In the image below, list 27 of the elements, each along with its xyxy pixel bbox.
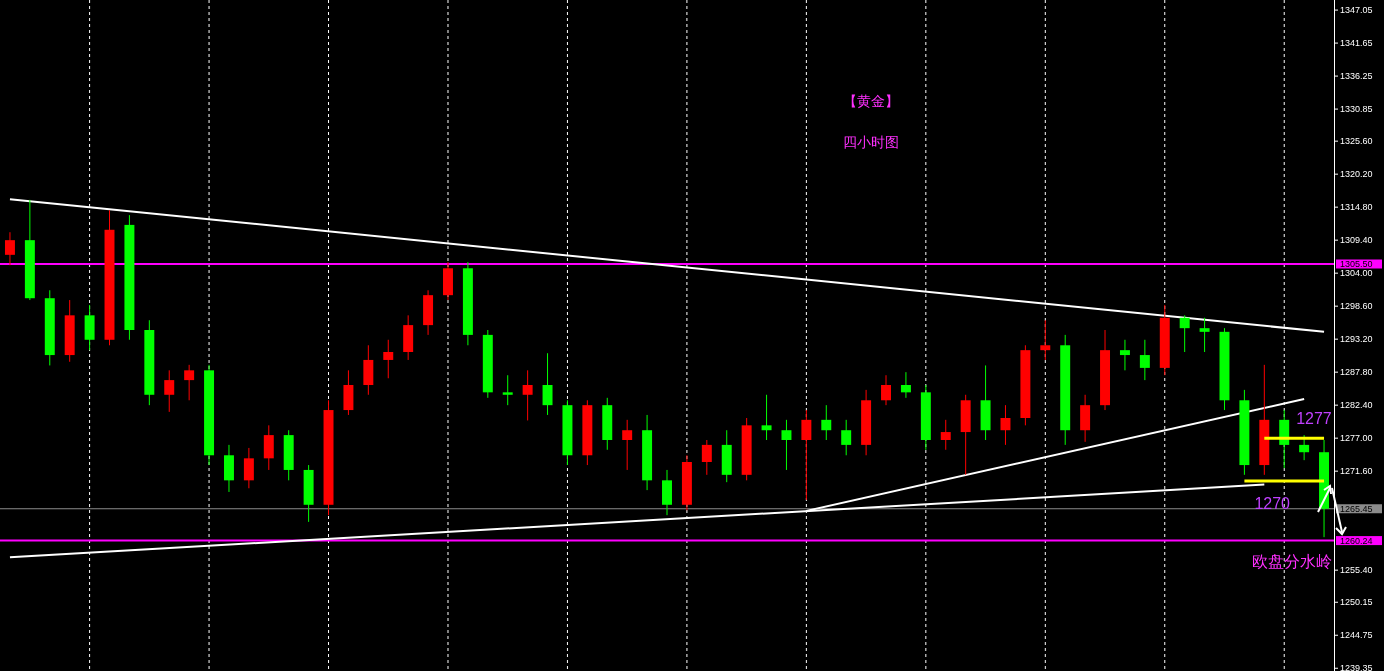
y-tick-label: 1298.60: [1340, 301, 1373, 312]
y-tick-label: 1287.80: [1340, 367, 1373, 378]
y-tick-label: 1244.75: [1340, 630, 1373, 641]
series-label: 1270: [1254, 494, 1291, 512]
ref-line-label: 1305.50: [1340, 259, 1373, 270]
annotation: 【黄金】: [843, 93, 899, 109]
y-tick-label: 1239.35: [1340, 663, 1373, 671]
y-tick-label: 1330.85: [1340, 104, 1373, 115]
y-tick-label: 1277.00: [1340, 433, 1373, 444]
ref-line-label: 1265.45: [1340, 503, 1373, 514]
y-tick-label: 1255.40: [1340, 565, 1373, 576]
y-tick-label: 1336.25: [1340, 71, 1373, 82]
y-tick-label: 1314.80: [1340, 202, 1373, 213]
annotation: 四小时图: [843, 134, 899, 150]
y-tick-label: 1347.05: [1340, 5, 1373, 16]
y-tick-label: 1250.15: [1340, 597, 1373, 608]
y-tick-label: 1304.00: [1340, 268, 1373, 279]
y-tick-label: 1293.20: [1340, 334, 1373, 345]
series-label: 1277: [1296, 410, 1332, 428]
ref-line-label: 1260.24: [1340, 535, 1373, 546]
y-tick-label: 1341.65: [1340, 38, 1373, 49]
annotation: 欧盘分水岭: [1252, 552, 1332, 570]
y-tick-label: 1325.60: [1340, 136, 1373, 147]
y-tick-label: 1309.40: [1340, 235, 1373, 246]
y-tick-label: 1282.40: [1340, 400, 1373, 411]
y-tick-label: 1271.60: [1340, 466, 1373, 477]
y-tick-label: 1320.20: [1340, 169, 1373, 180]
